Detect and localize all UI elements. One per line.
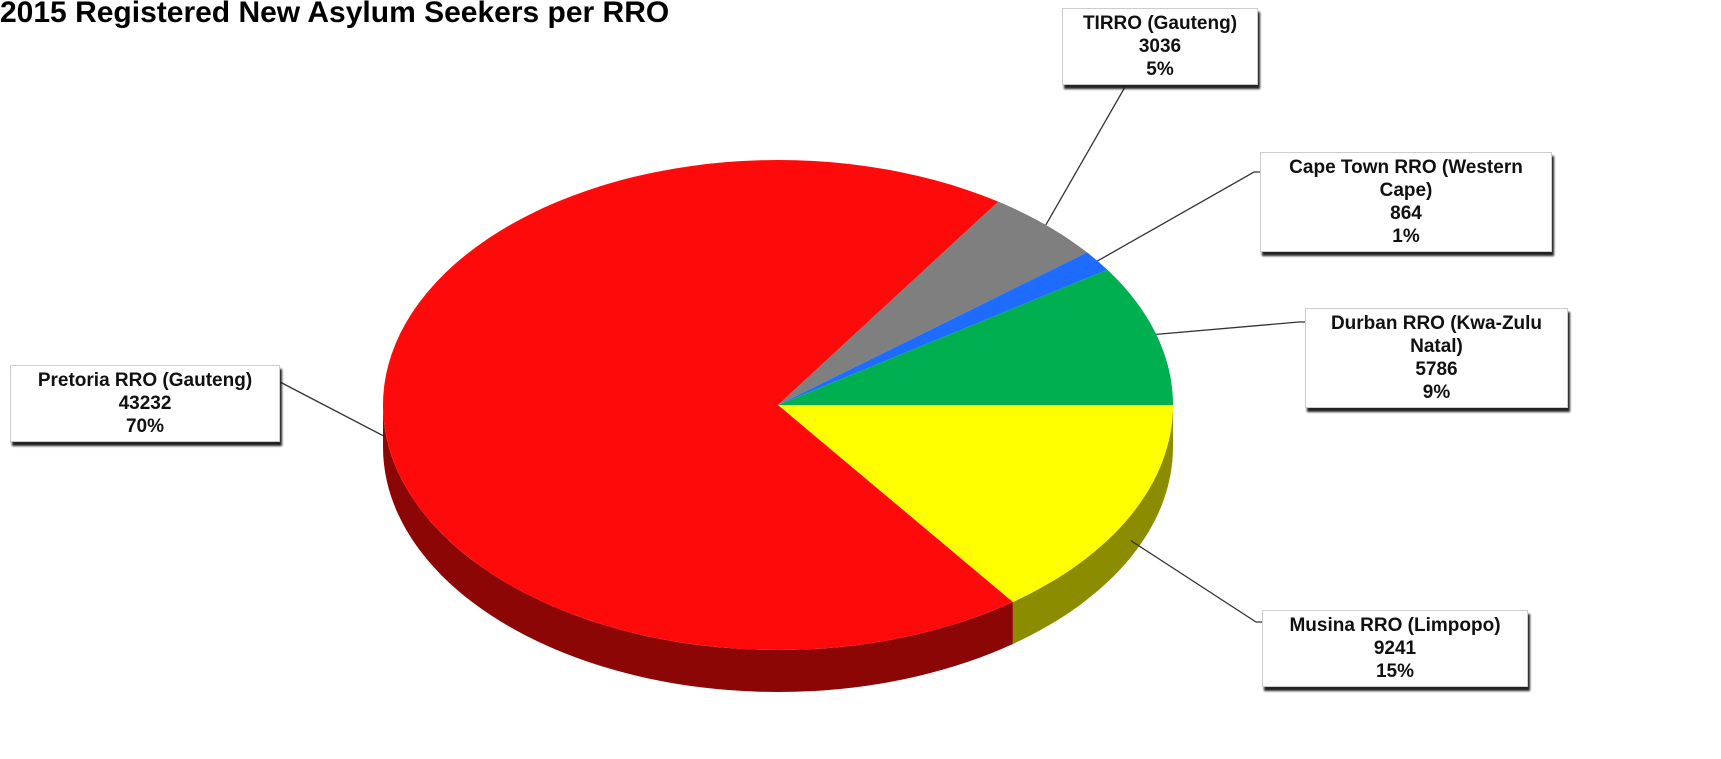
label-value: 864 [1390,203,1422,224]
leader-line [1156,321,1305,336]
data-label: Musina RRO (Limpopo) 9241 15% [1262,610,1528,687]
label-value: 9241 [1373,638,1417,659]
data-label: Durban RRO (Kwa-Zulu Natal) 5786 9% [1305,308,1568,408]
label-percent: 5% [1146,59,1174,80]
pie-sides [383,405,1173,692]
label-percent: 70% [125,416,165,437]
leader-line [1045,79,1135,226]
label-percent: 1% [1392,226,1420,247]
label-name: Musina RRO (Limpopo) [1289,615,1501,636]
pie-slice [778,269,1173,405]
data-label: TIRRO (Gauteng) 3036 5% [1062,8,1258,85]
pie-slice [778,252,1108,405]
pie-side [383,405,1013,692]
pie-side [1012,405,1173,644]
data-label: Cape Town RRO (Western Cape) 864 1% [1260,152,1552,252]
pie-slice [383,159,1013,650]
pie-slice [778,201,1088,405]
leader-line [1097,171,1260,262]
label-value: 43232 [118,393,172,414]
label-name: TIRRO (Gauteng) [1082,13,1238,34]
label-value: 5786 [1415,359,1458,380]
label-name: Durban RRO (Kwa-Zulu Natal) [1330,313,1543,357]
data-label: Pretoria RRO (Gauteng) 43232 70% [10,365,280,442]
chart-title: 2015 Registered New Asylum Seekers per R… [0,0,669,29]
label-name: Cape Town RRO (Western Cape) [1289,157,1523,201]
pie-tops [383,159,1173,650]
label-name: Pretoria RRO (Gauteng) [37,370,253,391]
leader-line [279,381,384,437]
label-percent: 15% [1375,661,1415,682]
leader-line [1130,539,1262,623]
label-percent: 9% [1422,382,1451,403]
pie-slice [778,405,1173,602]
label-value: 3036 [1138,36,1182,57]
